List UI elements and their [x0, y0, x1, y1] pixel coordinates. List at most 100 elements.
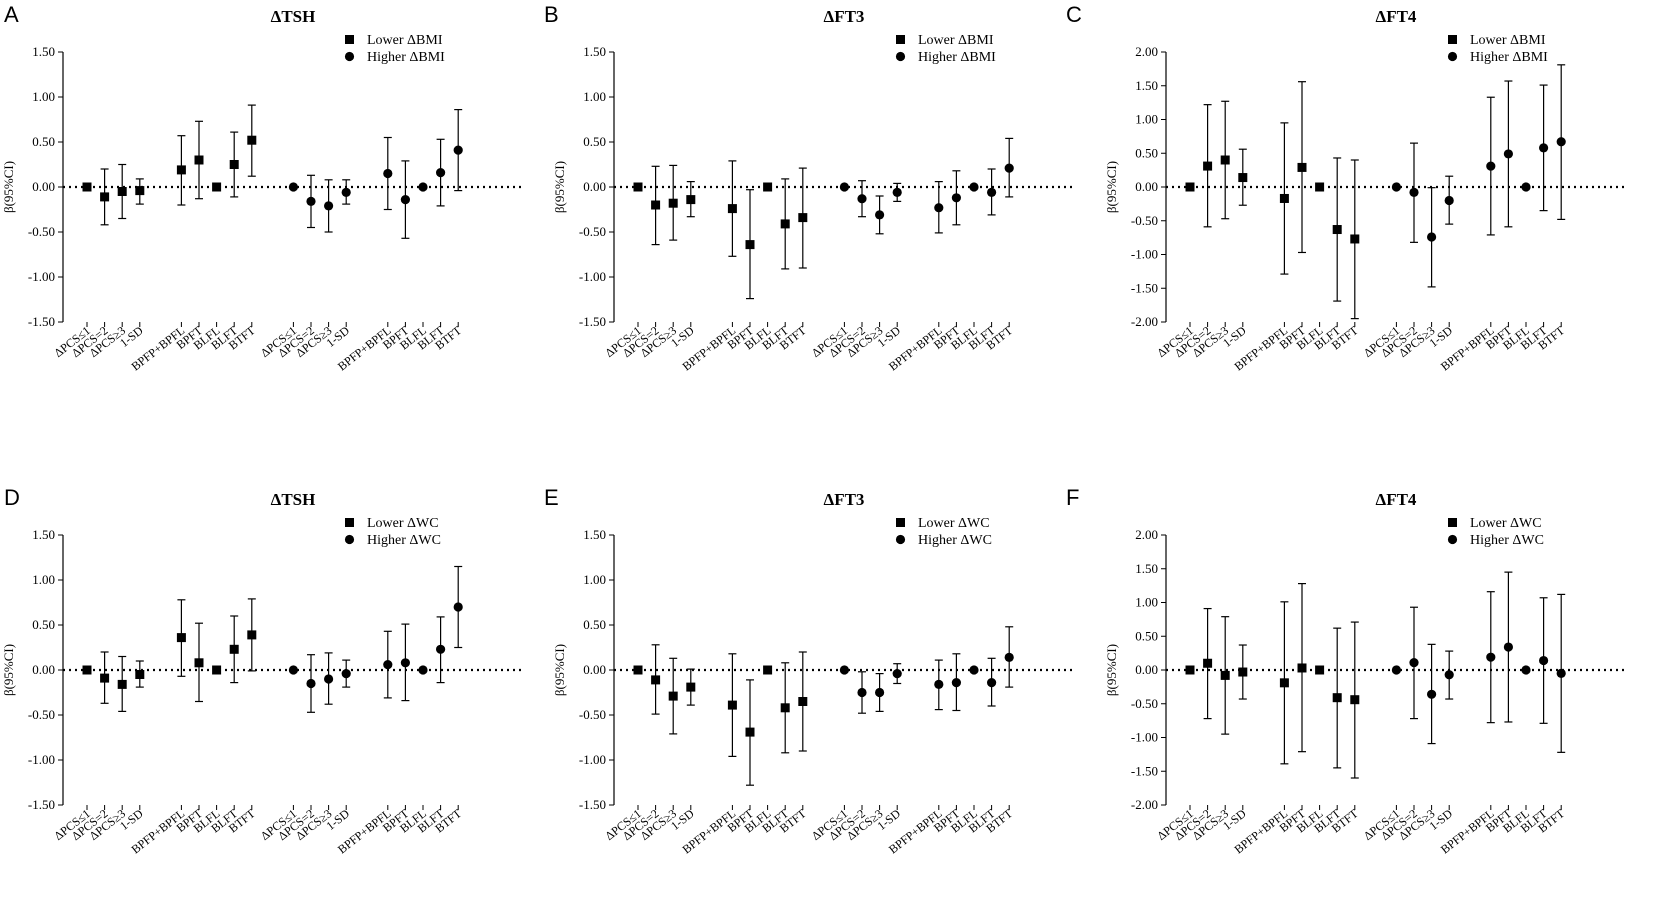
y-tick-label: -1.00	[1131, 730, 1158, 745]
point-circle	[875, 210, 885, 220]
legend-label: Lower ΔBMI	[918, 33, 994, 48]
y-tick-label: 1.00	[32, 89, 55, 104]
point-square	[745, 727, 755, 737]
y-tick-label: -1.50	[28, 797, 55, 812]
y-tick-label: 0.00	[583, 662, 606, 677]
point-square	[1350, 234, 1360, 244]
point-square	[117, 679, 127, 689]
legend-marker-square	[896, 35, 905, 44]
point-square	[1279, 193, 1289, 203]
point-circle	[324, 674, 334, 684]
legend-label: Lower ΔBMI	[1470, 33, 1546, 48]
legend-marker-square	[345, 518, 354, 527]
point-circle	[987, 187, 997, 197]
panel-title: ΔFT3	[824, 490, 865, 509]
point-circle	[1444, 195, 1454, 206]
point-circle	[288, 182, 298, 192]
y-tick-label: 0.00	[1135, 662, 1158, 677]
point-circle	[400, 658, 410, 668]
legend-label: Lower ΔWC	[367, 516, 439, 531]
point-square	[798, 697, 808, 706]
panel-c: C ΔFT4 2.00 1.50 1.00 0.50 0.00 -0.50 -1.00 -1.50…	[1066, 2, 1626, 373]
legend-marker-circle	[1447, 51, 1458, 62]
point-circle	[1427, 689, 1437, 699]
y-tick-label: 1.50	[32, 44, 55, 59]
y-tick-label: -1.00	[579, 269, 606, 284]
point-square	[1332, 693, 1342, 703]
point-square	[1279, 678, 1289, 688]
point-square	[135, 670, 145, 679]
point-square	[651, 200, 661, 210]
point-circle	[1556, 137, 1566, 147]
point-circle	[418, 182, 428, 192]
panel-title: ΔFT4	[1376, 7, 1417, 26]
point-square	[194, 155, 204, 165]
point-circle	[306, 678, 316, 689]
panel-letter: A	[4, 2, 19, 27]
legend-label: Higher ΔBMI	[367, 50, 445, 65]
y-tick-label: 1.50	[32, 527, 55, 542]
point-square	[798, 213, 808, 223]
point-square	[686, 195, 696, 205]
y-tick-label: -0.50	[1131, 213, 1158, 228]
point-square	[194, 658, 204, 668]
point-circle	[987, 678, 997, 688]
point-square	[229, 160, 239, 169]
y-tick-label: -1.00	[1131, 247, 1158, 262]
point-circle	[1503, 642, 1513, 652]
point-circle	[418, 665, 428, 675]
point-circle	[839, 665, 850, 675]
y-tick-label: -0.50	[579, 707, 606, 722]
point-square	[1297, 162, 1307, 172]
point-square	[212, 182, 222, 192]
point-circle	[306, 196, 316, 206]
legend-label: Higher ΔWC	[918, 533, 992, 548]
point-square	[1315, 665, 1325, 675]
point-circle	[1391, 665, 1401, 675]
point-square	[176, 165, 186, 175]
point-square	[1185, 665, 1195, 675]
point-square	[212, 665, 222, 675]
panel-letter: E	[544, 485, 559, 510]
point-circle	[1427, 232, 1437, 242]
y-tick-label: 1.50	[1135, 561, 1158, 576]
y-tick-label: 0.00	[583, 179, 606, 194]
point-square	[1220, 670, 1230, 680]
point-circle	[436, 644, 446, 654]
point-square	[1203, 161, 1213, 171]
y-tick-label: 1.50	[1135, 78, 1158, 93]
y-tick-label: 0.00	[32, 179, 55, 194]
point-circle	[383, 168, 393, 179]
point-square	[1220, 155, 1230, 165]
point-circle	[969, 665, 979, 675]
point-circle	[892, 187, 902, 197]
point-circle	[1521, 665, 1531, 675]
point-circle	[951, 678, 962, 688]
panel-letter: B	[544, 2, 559, 27]
point-square	[780, 219, 790, 229]
point-square	[1297, 663, 1307, 673]
point-circle	[1486, 161, 1496, 171]
point-circle	[288, 665, 298, 675]
legend-label: Higher ΔBMI	[1470, 50, 1548, 65]
point-circle	[875, 687, 885, 698]
point-square	[745, 240, 755, 250]
point-square	[100, 192, 110, 202]
point-square	[633, 182, 643, 192]
legend-marker-square	[345, 35, 354, 44]
panel-letter: C	[1066, 2, 1082, 27]
y-tick-label: -1.00	[28, 269, 55, 284]
point-circle	[934, 203, 944, 213]
point-circle	[934, 679, 944, 690]
y-tick-label: 0.50	[583, 134, 606, 149]
point-circle	[341, 187, 351, 197]
y-tick-label: 0.50	[32, 617, 55, 632]
point-square	[229, 644, 239, 654]
y-tick-label: -0.50	[1131, 696, 1158, 711]
point-square	[1238, 667, 1248, 677]
y-tick-label: 2.00	[1135, 44, 1158, 59]
y-tick-label: -1.50	[1131, 280, 1158, 295]
legend-label: Lower ΔBMI	[367, 33, 443, 48]
y-tick-label: -2.00	[1131, 797, 1158, 812]
